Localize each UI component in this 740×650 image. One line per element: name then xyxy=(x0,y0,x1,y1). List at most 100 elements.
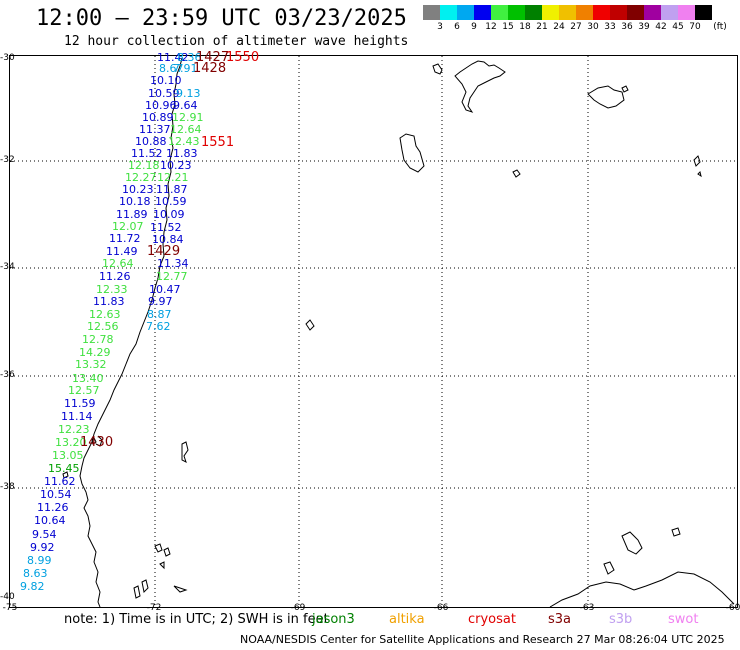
scale-swatch xyxy=(440,5,457,20)
wave-height-label: 13.05 xyxy=(52,449,84,462)
wave-height-label: 10.88 xyxy=(135,135,167,148)
coast-se xyxy=(549,571,735,607)
islet-32-2 xyxy=(697,171,702,178)
wave-height-label: 14.29 xyxy=(79,346,111,359)
wave-height-label: 9.13 xyxy=(176,87,201,100)
scale-swatch xyxy=(576,5,593,20)
wave-height-label: 12.43 xyxy=(168,135,200,148)
islet-39a xyxy=(154,543,163,553)
satellite-legend-cryosat: cryosat xyxy=(468,612,516,627)
satellite-legend-jason3: jason3 xyxy=(312,612,355,627)
wave-height-label: 11.59 xyxy=(64,397,96,410)
scale-tick-label: 3 xyxy=(437,22,443,32)
scale-tick-label: 27 xyxy=(570,22,582,32)
islet-39d xyxy=(173,585,188,593)
wave-height-label: 11.37 xyxy=(139,123,171,136)
islet-39c xyxy=(133,585,141,599)
latitude-label: -40 xyxy=(0,592,15,602)
chile-coastline xyxy=(79,57,183,607)
satellite-legend-altika: altika xyxy=(389,612,425,627)
scale-swatch xyxy=(423,5,440,20)
wave-height-label: 11.34 xyxy=(157,257,189,270)
desventuradas xyxy=(432,63,443,75)
scale-swatch xyxy=(525,5,542,20)
scale-tick-label: 15 xyxy=(502,22,514,32)
wave-height-label: 11.52 xyxy=(150,221,182,234)
wave-height-label: 10.23 xyxy=(122,183,154,196)
wave-height-label: 9.97 xyxy=(148,295,173,308)
scale-tick-label: 30 xyxy=(587,22,599,32)
island-east xyxy=(587,85,625,109)
scale-swatch xyxy=(627,5,644,20)
scale-tick-label: 6 xyxy=(454,22,460,32)
wave-height-label: 11.72 xyxy=(109,232,141,245)
latitude-label: -36 xyxy=(0,370,15,380)
wave-height-label: 12.91 xyxy=(172,111,204,124)
latitude-label: -34 xyxy=(0,262,15,272)
wave-height-label: 13.32 xyxy=(75,358,107,371)
wave-height-label: 11.87 xyxy=(156,183,188,196)
footer-credit: NOAA/NESDIS Center for Satellite Applica… xyxy=(240,633,725,646)
islet-39e xyxy=(163,547,171,557)
scale-swatch xyxy=(661,5,678,20)
wave-height-label: 10.54 xyxy=(40,488,72,501)
wave-height-label: 10.84 xyxy=(152,233,184,246)
scale-swatch xyxy=(559,5,576,20)
longitude-label: -63 xyxy=(579,603,595,613)
pass-time-label: 1429 xyxy=(147,244,181,259)
longitude-label: -69 xyxy=(290,603,306,613)
gulf-arauco xyxy=(95,435,103,447)
scale-swatch xyxy=(474,5,491,20)
wave-height-label: 11.26 xyxy=(37,501,69,514)
scale-swatch xyxy=(678,5,695,20)
scale-tick-label: 39 xyxy=(638,22,650,32)
scale-swatch xyxy=(542,5,559,20)
scale-tick-label: 24 xyxy=(553,22,565,32)
wave-height-label: 10.96 xyxy=(145,99,177,112)
satellite-legend-s3b: s3b xyxy=(609,612,633,627)
scale-swatch xyxy=(695,5,712,20)
pass-time-label: 1427 xyxy=(196,50,230,65)
islet-39f xyxy=(159,561,165,570)
wave-height-label: 15.45 xyxy=(48,462,80,475)
wave-height-label: 8.36 xyxy=(177,51,202,64)
wave-height-label: 8.63 xyxy=(23,567,48,580)
longitude-label: -60 xyxy=(725,603,740,613)
islet-35 xyxy=(305,319,315,331)
wave-height-label: 9.54 xyxy=(32,528,57,541)
scale-tick-label: 33 xyxy=(604,22,616,32)
wave-height-label: 12.64 xyxy=(102,257,134,270)
scale-swatch xyxy=(593,5,610,20)
island-east-small xyxy=(621,85,629,93)
scale-swatch xyxy=(610,5,627,20)
pass-time-label: 1551 xyxy=(201,135,235,150)
scale-swatch xyxy=(508,5,525,20)
wave-height-label: 12.57 xyxy=(68,384,100,397)
wave-height-label: 11.26 xyxy=(99,270,131,283)
wave-height-label: 9.92 xyxy=(30,541,55,554)
scale-unit-label: (ft) xyxy=(713,22,727,32)
wave-height-label: 11.83 xyxy=(166,147,198,160)
latitude-label: -32 xyxy=(0,155,15,165)
wave-height-label: 12.63 xyxy=(89,308,121,321)
scale-tick-label: 36 xyxy=(621,22,633,32)
wave-height-label: 12.07 xyxy=(112,220,144,233)
satellite-legend-s3a: s3a xyxy=(548,612,572,627)
longitude-label: -75 xyxy=(2,603,18,613)
coastline xyxy=(62,57,735,607)
islet-39b xyxy=(141,579,149,594)
scale-tick-label: 18 xyxy=(519,22,531,32)
longitude-label: -72 xyxy=(146,603,162,613)
scale-swatch xyxy=(491,5,508,20)
island-se xyxy=(621,531,643,555)
wave-height-label: 11.62 xyxy=(44,475,76,488)
wave-height-label: 10.09 xyxy=(153,208,185,221)
wave-height-label: 12.21 xyxy=(157,171,189,184)
wave-height-label: 10.89 xyxy=(142,111,174,124)
wave-height-label: 12.77 xyxy=(156,270,188,283)
wave-height-label: 10.59 xyxy=(148,87,180,100)
wave-height-label: 13.20 xyxy=(55,436,87,449)
map-subtitle: 12 hour collection of altimeter wave hei… xyxy=(64,34,409,49)
desventuradas-2 xyxy=(454,60,506,113)
wave-height-label: 10.23 xyxy=(160,159,192,172)
